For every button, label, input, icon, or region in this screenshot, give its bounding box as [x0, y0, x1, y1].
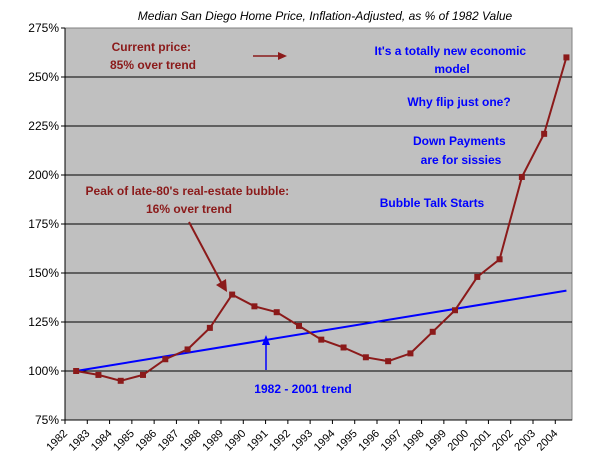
y-axis: 75% 100% 125% 150% 175% 200% 225% 250% 275%: [28, 21, 66, 427]
data-point: [229, 291, 236, 298]
trend-arrow: [262, 335, 270, 370]
data-point: [162, 356, 169, 363]
y-tick-label: 125%: [28, 315, 59, 329]
annotation-trend-label: 1982 - 2001 trend: [254, 382, 351, 396]
data-point: [184, 346, 191, 353]
chart-title: Median San Diego Home Price, Inflation-A…: [138, 9, 513, 23]
data-point: [296, 322, 302, 329]
y-tick-label: 250%: [28, 70, 59, 84]
data-point: [117, 377, 124, 384]
data-point: [251, 303, 258, 310]
data-point: [407, 350, 414, 357]
series-layer: [73, 54, 570, 384]
annotation-flip: Why flip just one?: [407, 95, 510, 109]
data-point: [73, 368, 80, 374]
y-tick-label: 100%: [28, 364, 59, 378]
y-tick-label: 200%: [28, 168, 59, 182]
y-tick-label: 225%: [28, 119, 59, 133]
data-point: [429, 328, 436, 335]
data-point: [95, 371, 102, 378]
annotation-bubble-talk: Bubble Talk Starts: [380, 196, 485, 210]
current-price-arrow: [253, 52, 287, 60]
y-tick-label: 150%: [28, 266, 59, 280]
data-point: [452, 307, 458, 314]
peak-arrow: [188, 221, 227, 292]
annotation-new-model: It's a totally new economic model: [375, 44, 530, 76]
gridlines: [65, 76, 572, 372]
data-point: [474, 273, 481, 280]
annotation-down-payments: Down Payments are for sissies: [413, 134, 509, 167]
data-point: [496, 256, 503, 263]
y-tick-label: 275%: [28, 21, 59, 35]
data-point: [340, 344, 347, 351]
trend-line: [75, 289, 567, 372]
data-point: [273, 309, 280, 316]
data-point: [362, 354, 369, 361]
y-tick-label: 75%: [35, 413, 59, 427]
annotation-current-price: Current price: 85% over trend: [110, 40, 196, 72]
data-point: [563, 54, 570, 61]
data-point: [518, 173, 525, 180]
trend-layer: [75, 289, 567, 372]
annotation-peak: Peak of late-80's real-estate bubble: 16…: [86, 184, 293, 216]
data-point: [385, 358, 392, 365]
data-point: [318, 336, 325, 343]
data-point: [541, 130, 548, 137]
y-tick-label: 175%: [28, 217, 59, 231]
data-point: [140, 371, 146, 378]
data-point: [206, 324, 213, 331]
